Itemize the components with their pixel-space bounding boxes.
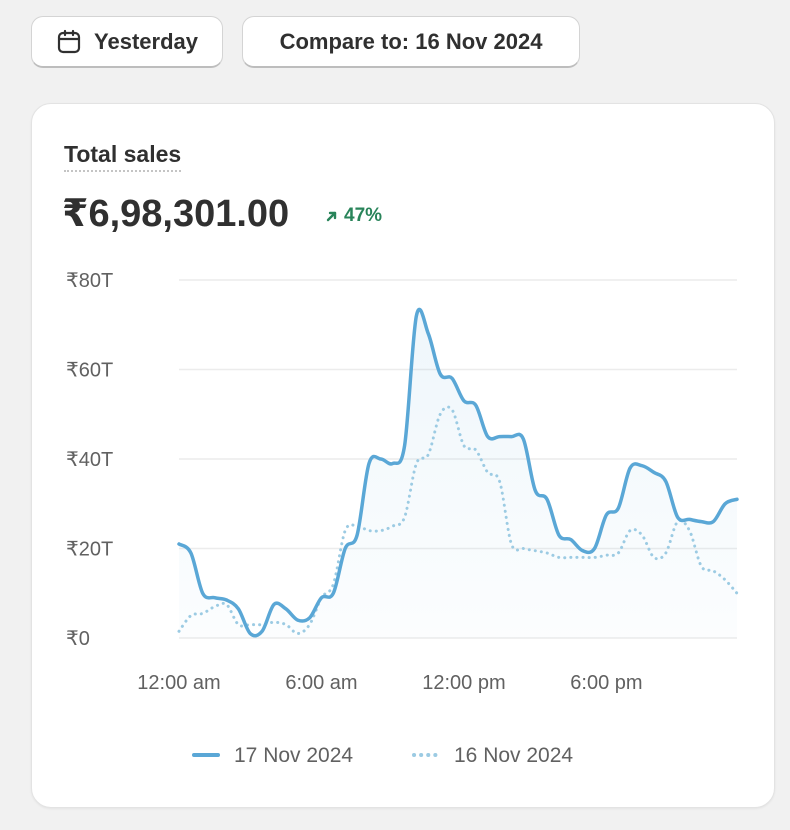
series-line-16-nov[interactable] — [177, 405, 739, 636]
total-sales-card: Total sales ₹6,98,301.00 47% ₹0 ₹20T ₹40T ₹… — [31, 103, 775, 808]
series-line-17-nov[interactable] — [177, 307, 739, 638]
y-axis: ₹0 ₹20T ₹40T ₹60T ₹80T — [66, 270, 113, 650]
series-area-17-nov — [179, 309, 737, 638]
metric-change-badge: 47% — [324, 205, 382, 227]
metric-change-value: 47% — [344, 205, 383, 226]
compare-date-button[interactable]: Compare to: 16 Nov 2024 — [242, 16, 580, 68]
y-tick-label: ₹20T — [66, 539, 113, 561]
date-range-label: Yesterday — [94, 28, 198, 54]
sales-line-chart: ₹0₹20T₹40T₹60T₹80T 12:00 am 6:00 am 12:00 … — [66, 270, 739, 767]
legend-label: 17 Nov 2024 — [234, 744, 353, 767]
x-tick-label: 6:00 pm — [570, 672, 642, 694]
legend-label: 16 Nov 2024 — [454, 744, 573, 767]
y-tick-label: ₹40T — [66, 449, 113, 471]
chart-legend: 17 Nov 2024 16 Nov 2024 — [192, 744, 573, 767]
x-tick-label: 6:00 am — [285, 672, 357, 694]
date-range-button[interactable]: Yesterday — [31, 16, 223, 68]
metric-value: ₹6,98,301.00 — [62, 193, 290, 235]
y-tick-label: ₹80T — [66, 270, 113, 292]
arrow-up-right-icon — [324, 208, 340, 224]
legend-item-17-nov[interactable]: 17 Nov 2024 — [192, 744, 353, 767]
compare-date-label: Compare to: 16 Nov 2024 — [279, 28, 543, 54]
metric-title[interactable]: Total sales — [64, 141, 182, 173]
x-tick-label: 12:00 am — [137, 672, 220, 694]
calendar-icon — [56, 29, 82, 55]
x-axis: 12:00 am 6:00 am 12:00 pm 6:00 pm — [137, 672, 642, 694]
y-tick-label: ₹60T — [66, 360, 113, 382]
chart-series — [177, 307, 739, 638]
x-tick-label: 12:00 pm — [422, 672, 505, 694]
y-tick-label: ₹0 — [66, 628, 90, 650]
legend-item-16-nov[interactable]: 16 Nov 2024 — [412, 744, 573, 767]
